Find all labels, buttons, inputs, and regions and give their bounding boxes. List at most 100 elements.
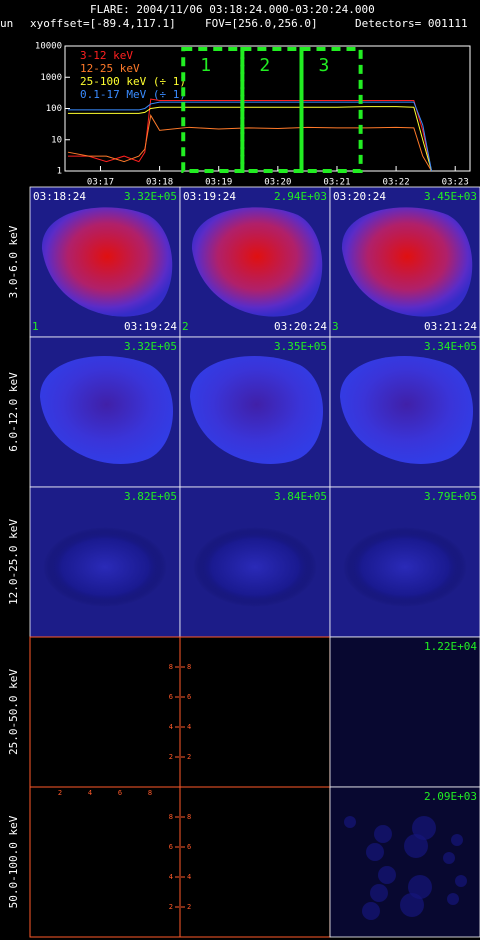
series-line bbox=[67, 98, 433, 171]
noise-blob bbox=[412, 816, 436, 840]
y-tick-label: 10 bbox=[51, 135, 62, 145]
empty-panel bbox=[179, 636, 331, 788]
axis-tick-label: 4 bbox=[187, 723, 191, 731]
x-tick-label: 03:21 bbox=[323, 178, 350, 188]
interval-box bbox=[240, 47, 304, 173]
x-tick-label: 03:23 bbox=[442, 178, 469, 188]
empty-panel bbox=[179, 786, 331, 938]
panel-top-right: 3.82E+05 bbox=[124, 490, 177, 503]
noise-blob bbox=[366, 843, 384, 861]
axis-tick-label: 8 bbox=[169, 813, 173, 821]
source-blob bbox=[191, 207, 323, 317]
axis-tick-label: 4 bbox=[169, 723, 173, 731]
panel-top-right: 3.35E+05 bbox=[274, 340, 327, 353]
y-tick-label: 1000 bbox=[40, 73, 62, 83]
series-line bbox=[67, 114, 432, 171]
panel-top-left: 03:18:24 bbox=[33, 190, 86, 203]
source-blob bbox=[340, 355, 474, 464]
panel-bottom-left: 2 bbox=[182, 320, 189, 333]
axis-tick-label: 2 bbox=[169, 753, 173, 761]
row-label: 50.0-100.0 keV bbox=[7, 815, 20, 908]
title: FLARE: 2004/11/06 03:18:24.000-03:20:24.… bbox=[90, 3, 375, 16]
series-line bbox=[67, 101, 433, 171]
panel-bottom-right: 03:19:24 bbox=[124, 320, 177, 333]
noise-blob bbox=[447, 893, 459, 905]
interval-label: 1 bbox=[200, 55, 211, 76]
empty-panel bbox=[29, 786, 181, 938]
fragment: un bbox=[0, 17, 13, 30]
axis-tick-label: 6 bbox=[169, 843, 173, 851]
fov: FOV=[256.0,256.0] bbox=[205, 17, 318, 30]
panel bbox=[329, 636, 480, 788]
axis-tick-label: 8 bbox=[187, 813, 191, 821]
xyoffset: xyoffset=[-89.4,117.1] bbox=[30, 17, 176, 30]
source-blob bbox=[40, 355, 174, 464]
row-label: 6.0-12.0 keV bbox=[7, 372, 20, 452]
noise-blob bbox=[374, 825, 392, 843]
axis-tick-label: 6 bbox=[169, 693, 173, 701]
empty-panel bbox=[29, 636, 181, 788]
axis-tick-label: 6 bbox=[118, 789, 122, 797]
source-blob bbox=[341, 207, 473, 317]
noise-blob bbox=[370, 884, 388, 902]
panel-bottom-left: 1 bbox=[32, 320, 39, 333]
noise-blob bbox=[400, 893, 424, 917]
panel-top-right: 3.79E+05 bbox=[424, 490, 477, 503]
noise-blob bbox=[408, 875, 432, 899]
row-label: 12.0-25.0 keV bbox=[7, 519, 20, 605]
source-blob bbox=[343, 527, 467, 607]
noise-blob bbox=[344, 816, 356, 828]
x-tick-label: 03:20 bbox=[264, 178, 291, 188]
source-blob bbox=[193, 527, 317, 607]
axis-tick-label: 8 bbox=[169, 663, 173, 671]
noise-blob bbox=[443, 852, 455, 864]
interval-box bbox=[181, 47, 245, 173]
x-tick-label: 03:18 bbox=[146, 178, 173, 188]
panel-bottom-right: 03:20:24 bbox=[274, 320, 327, 333]
panel-top-left: 03:19:24 bbox=[183, 190, 236, 203]
detectors: Detectors= 001111 bbox=[355, 17, 468, 30]
axis-tick-label: 4 bbox=[187, 873, 191, 881]
panel-top-right: 2.09E+03 bbox=[424, 790, 477, 803]
interval-label: 3 bbox=[318, 55, 329, 76]
lines bbox=[67, 98, 433, 171]
y-tick-label: 100 bbox=[46, 104, 62, 114]
panel-top-right: 1.22E+04 bbox=[424, 640, 477, 653]
y-tick-label: 1 bbox=[57, 167, 62, 177]
axis-tick-label: 4 bbox=[169, 873, 173, 881]
legend-entry: 25-100 keV (÷ 1) bbox=[80, 75, 186, 88]
row-label: 25.0-50.0 keV bbox=[7, 669, 20, 755]
axis-tick-label: 8 bbox=[148, 789, 152, 797]
panel-bottom-right: 03:21:24 bbox=[424, 320, 477, 333]
source-blob bbox=[41, 207, 173, 317]
axis-tick-label: 2 bbox=[58, 789, 62, 797]
panel-top-right: 2.94E+03 bbox=[274, 190, 327, 203]
x-tick-label: 03:17 bbox=[87, 178, 114, 188]
x-tick-label: 03:22 bbox=[383, 178, 410, 188]
axis-tick-label: 6 bbox=[187, 693, 191, 701]
panel-top-right: 3.45E+03 bbox=[424, 190, 477, 203]
panel-top-right: 3.34E+05 bbox=[424, 340, 477, 353]
noise-blob bbox=[455, 875, 467, 887]
legend-entry: 3-12 keV bbox=[80, 49, 133, 62]
source-blob bbox=[43, 527, 167, 607]
interval-label: 2 bbox=[259, 55, 270, 76]
panel-top-left: 03:20:24 bbox=[333, 190, 386, 203]
y-tick-label: 10000 bbox=[35, 42, 62, 52]
source-blob bbox=[190, 355, 324, 464]
axis-tick-label: 2 bbox=[169, 903, 173, 911]
panel-top-right: 3.32E+05 bbox=[124, 340, 177, 353]
noise-blob bbox=[378, 866, 396, 884]
series-line bbox=[67, 106, 433, 171]
axis-tick-label: 6 bbox=[187, 843, 191, 851]
noise-blob bbox=[404, 834, 428, 858]
noise-blob bbox=[362, 902, 380, 920]
panel-top-right: 3.32E+05 bbox=[124, 190, 177, 203]
panel-top-right: 3.84E+05 bbox=[274, 490, 327, 503]
axis-tick-label: 2 bbox=[187, 903, 191, 911]
row-label: 3.0-6.0 keV bbox=[7, 225, 20, 298]
x-tick-label: 03:19 bbox=[205, 178, 232, 188]
axis-tick-label: 4 bbox=[88, 789, 92, 797]
